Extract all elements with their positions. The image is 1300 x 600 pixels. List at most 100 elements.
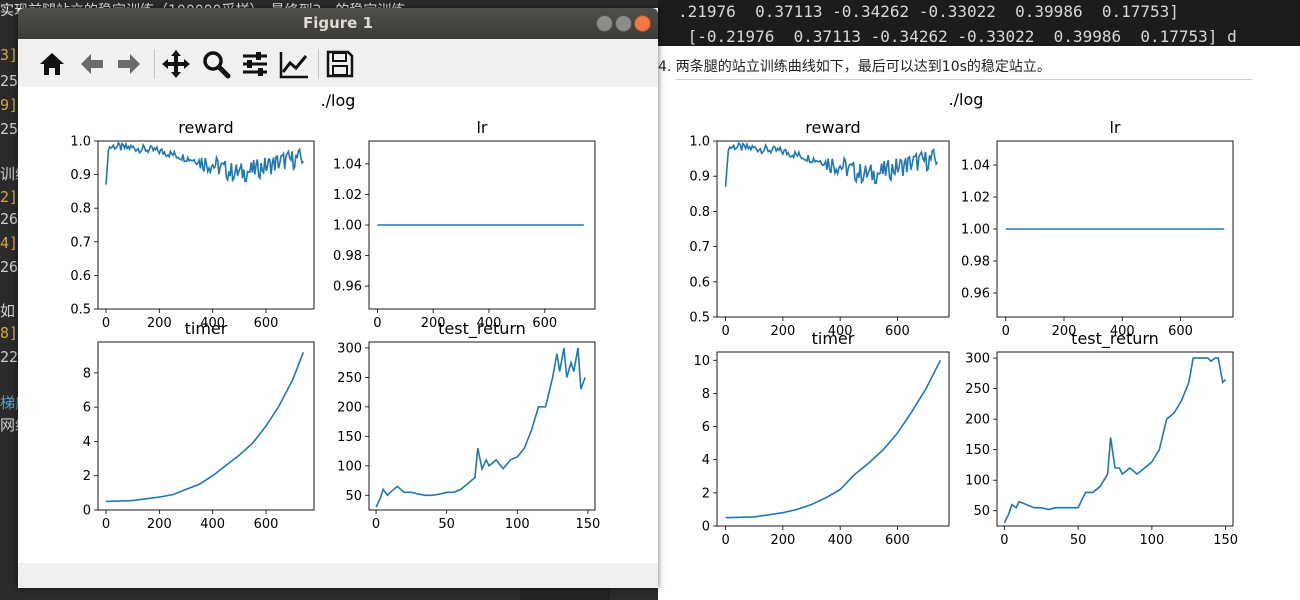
subplot-title: test_return — [1071, 329, 1159, 349]
y-tick-label: 8 — [702, 387, 710, 402]
x-tick-label: 0 — [1002, 324, 1010, 339]
y-tick-label: 300 — [965, 352, 990, 367]
y-tick-label: 250 — [337, 371, 362, 386]
configure-subplots-icon[interactable] — [239, 48, 271, 80]
x-tick-label: 600 — [254, 316, 279, 331]
x-tick-label: 400 — [1110, 324, 1135, 339]
x-tick-label: 600 — [885, 533, 910, 548]
x-tick-label: 200 — [770, 533, 795, 548]
divider — [676, 79, 1252, 80]
subplot-test-return: test_return 0 50 100 150 50 100 150 200 250 300 — [965, 329, 1238, 548]
maximize-button[interactable] — [615, 15, 632, 32]
x-tick-label: 100 — [1139, 533, 1164, 548]
gutter-mark: 25 — [0, 120, 19, 138]
y-tick-label: 100 — [337, 459, 362, 474]
y-tick-label: 10 — [693, 354, 710, 369]
y-tick-label: 1.02 — [961, 191, 990, 206]
series-line — [725, 359, 942, 519]
subplot-reward: reward 0 200 400 600 0.5 0.6 0.7 0.8 0.9 1.0 — [689, 118, 950, 339]
y-tick-label: 0 — [702, 520, 710, 535]
document-view: 4. 两条腿的站立训练曲线如下，最后可以达到10s的稳定站立。 ./log rew… — [658, 46, 1300, 600]
y-tick-label: 150 — [337, 430, 362, 445]
back-icon[interactable] — [76, 48, 108, 80]
y-tick-label: 150 — [965, 443, 990, 458]
series-line — [105, 141, 304, 185]
gutter-mark: 3] — [0, 46, 19, 64]
gutter-mark: 9] — [0, 96, 19, 114]
gutter-mark: 4] — [0, 234, 19, 252]
home-icon[interactable] — [36, 48, 68, 80]
x-tick-label: 0 — [721, 324, 729, 339]
forward-icon[interactable] — [113, 48, 145, 80]
subplot-reward: reward 0 200 400 600 0.5 0.6 0.7 0.8 0.9 1.0 — [70, 118, 315, 331]
x-tick-label: 0 — [373, 316, 381, 331]
y-tick-label: 1.0 — [70, 135, 91, 150]
y-tick-label: 1.04 — [333, 157, 362, 172]
series-line — [1003, 357, 1227, 524]
axes-frame — [716, 140, 950, 318]
pan-icon[interactable] — [160, 48, 192, 80]
y-tick-label: 0.96 — [333, 280, 362, 295]
subplot-title: reward — [178, 118, 233, 137]
x-tick-label: 200 — [421, 316, 446, 331]
y-tick-label: 6 — [83, 401, 91, 416]
toolbar-separator — [154, 49, 155, 79]
x-tick-label: 0 — [102, 517, 110, 532]
zoom-icon[interactable] — [200, 48, 232, 80]
editor-bottom-strip — [520, 584, 610, 600]
subplot-timer: timer 0 200 400 600 0 2 4 6 8 10 — [693, 329, 950, 548]
window-title: Figure 1 — [302, 14, 374, 32]
figure-suptitle: ./log — [321, 91, 356, 110]
edit-axis-icon[interactable] — [278, 48, 310, 80]
y-tick-label: 250 — [965, 382, 990, 397]
x-tick-label: 50 — [1070, 533, 1087, 548]
y-tick-label: 4 — [702, 453, 710, 468]
y-tick-label: 6 — [702, 420, 710, 435]
x-tick-label: 200 — [147, 517, 172, 532]
close-button[interactable] — [634, 15, 651, 32]
subplot-lr: lr 0 200 400 600 0.96 0.98 1.00 1.02 1.04 — [961, 118, 1234, 339]
figure-canvas[interactable]: ./log reward 0 200 400 600 0.5 0.6 0.7 0.8 0.9 1.0 l… — [18, 87, 658, 563]
subplot-title: test_return — [438, 319, 526, 339]
series-line — [105, 352, 305, 503]
minimize-button[interactable] — [596, 15, 613, 32]
gutter-mark: 8] — [0, 324, 19, 342]
subplot-lr: lr 0 200 400 600 0.96 0.98 1.00 1.02 1.04 — [333, 118, 596, 331]
y-tick-label: 4 — [83, 435, 91, 450]
y-tick-label: 50 — [345, 489, 362, 504]
y-tick-label: 0.7 — [689, 240, 710, 255]
subplot-title: lr — [476, 118, 487, 137]
status-bar — [18, 563, 658, 588]
subplot-title: lr — [1109, 118, 1120, 137]
x-tick-label: 600 — [254, 517, 279, 532]
x-tick-label: 0 — [102, 316, 110, 331]
x-tick-label: 0 — [1000, 533, 1008, 548]
x-tick-label: 400 — [200, 316, 225, 331]
series-line — [375, 347, 586, 508]
y-tick-label: 50 — [973, 504, 990, 519]
y-tick-label: 0.9 — [689, 170, 710, 185]
axes-frame — [97, 341, 315, 511]
subplot-title: timer — [185, 319, 228, 338]
window-titlebar[interactable]: Figure 1 — [18, 8, 658, 39]
axes-frame — [996, 351, 1234, 527]
y-tick-label: 0.8 — [689, 205, 710, 220]
y-tick-label: 0.5 — [70, 303, 91, 318]
x-tick-label: 0 — [372, 517, 380, 532]
document-caption: 4. 两条腿的站立训练曲线如下，最后可以达到10s的稳定站立。 — [658, 59, 1051, 75]
y-tick-label: 1.0 — [689, 135, 710, 150]
x-tick-label: 600 — [1168, 324, 1193, 339]
y-tick-label: 200 — [337, 400, 362, 415]
gutter-mark: 如 — [0, 302, 16, 320]
x-tick-label: 100 — [505, 517, 530, 532]
y-tick-label: 1.00 — [961, 223, 990, 238]
subplot-timer: timer 0 200 400 600 0 2 4 6 8 — [83, 319, 315, 532]
save-icon[interactable] — [324, 48, 356, 80]
figure-window[interactable]: Figure 1 — [18, 8, 658, 588]
y-tick-label: 0.5 — [689, 311, 710, 326]
x-tick-label: 400 — [828, 533, 853, 548]
x-tick-label: 600 — [532, 316, 557, 331]
y-tick-label: 0.6 — [70, 269, 91, 284]
y-tick-label: 0.6 — [689, 275, 710, 290]
